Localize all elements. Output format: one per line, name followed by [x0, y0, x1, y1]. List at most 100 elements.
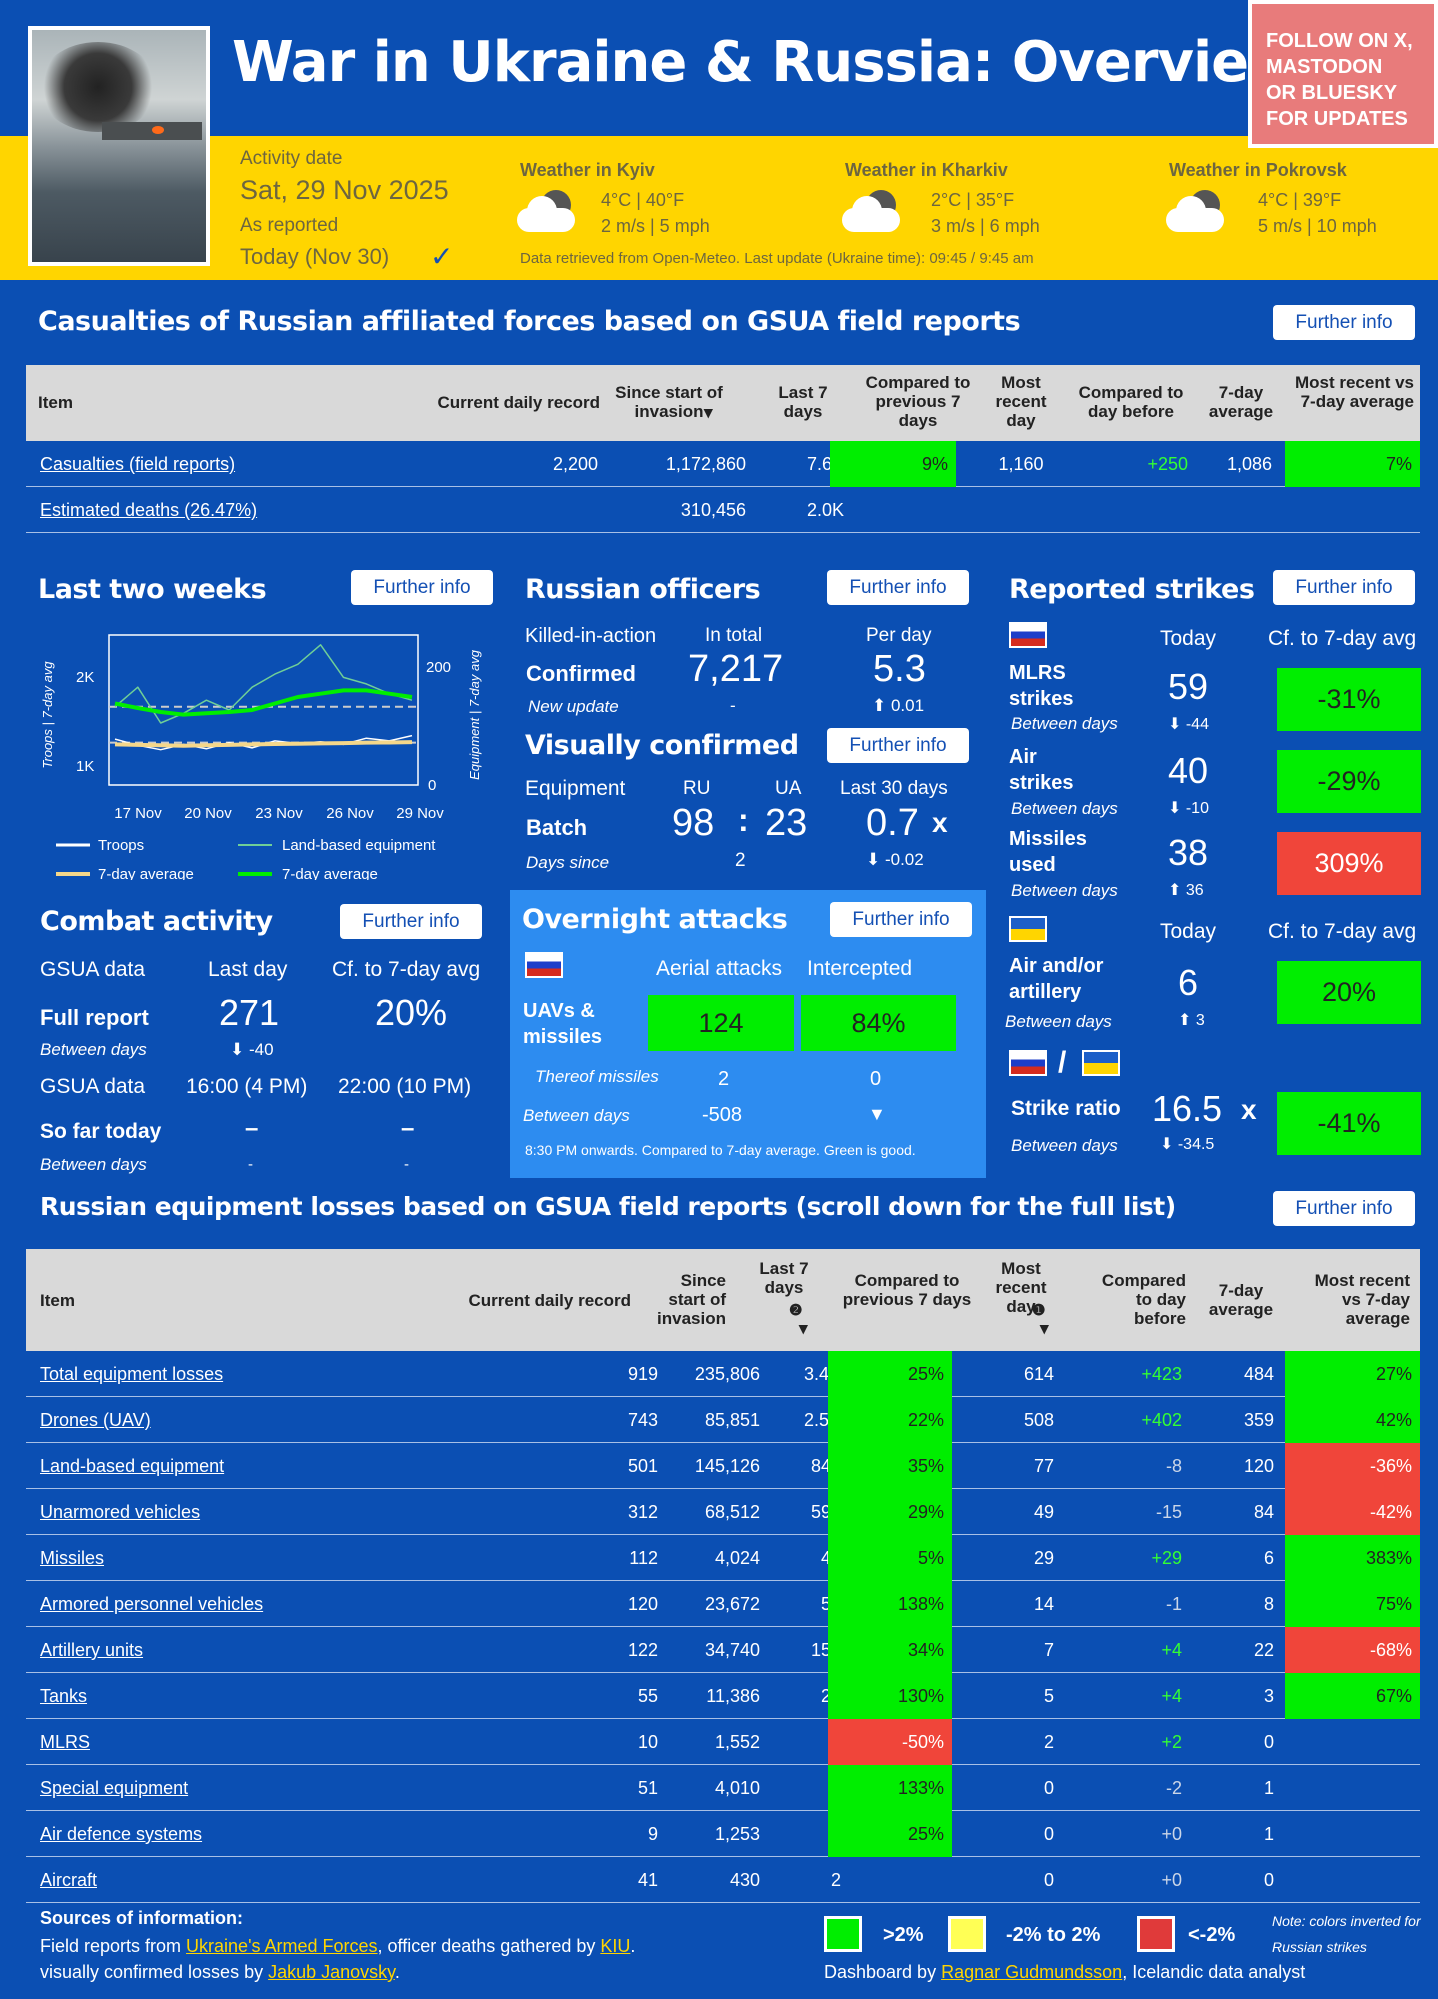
- row-link[interactable]: MLRS: [40, 1732, 91, 1752]
- x-tick: 26 Nov: [326, 805, 374, 822]
- row-link[interactable]: Air defence systems: [40, 1824, 203, 1844]
- between-days-label: Between days: [1011, 799, 1118, 818]
- cell-since: 23,672: [704, 1594, 760, 1614]
- strike-delta: ⬆ 36: [1168, 882, 1204, 899]
- table-row: Artillery units 122 34,740 155 34% 7 +4 22 -68%: [26, 1627, 1420, 1673]
- cell-recent: 7: [1043, 1640, 1054, 1660]
- cell-record: 9: [647, 1824, 658, 1844]
- cell-since: 68,512: [704, 1502, 760, 1522]
- sort-desc-icon[interactable]: ▾: [799, 1319, 808, 1338]
- cell-record: 919: [627, 1364, 658, 1384]
- col-last7: Last 7 days: [759, 1259, 809, 1297]
- x-tick: 23 Nov: [255, 805, 303, 822]
- row-link[interactable]: Drones (UAV): [40, 1410, 151, 1430]
- ua-count: 23: [765, 802, 808, 844]
- cell-cmp7: 130%: [828, 1673, 952, 1719]
- further-info-button[interactable]: Further info: [1273, 570, 1415, 605]
- days-since-label: Days since: [526, 853, 610, 872]
- cell-cmpday: +0: [1161, 1870, 1182, 1890]
- russia-flag-icon: [1009, 1050, 1047, 1076]
- further-info-button[interactable]: Further info: [1273, 305, 1415, 340]
- row-link[interactable]: Estimated deaths (26.47%): [40, 500, 258, 520]
- legend-label: Troops: [98, 837, 144, 854]
- row-link[interactable]: Land-based equipment: [40, 1456, 225, 1476]
- casualties-table-header: Item Current daily record Since start of…: [26, 365, 1420, 441]
- follow-banner[interactable]: FOLLOW ON X, MASTODON OR BLUESKY FOR UPD…: [1248, 0, 1438, 148]
- cell-record: 743: [627, 1410, 658, 1430]
- row-link[interactable]: Tanks: [40, 1686, 88, 1706]
- sort-desc-icon[interactable]: ▾: [704, 403, 713, 422]
- sources-line-2: visually confirmed losses by Jakub Janov…: [40, 1962, 400, 1983]
- cell-recent: 1,160: [998, 454, 1044, 474]
- cell-recent: 77: [1033, 1456, 1054, 1476]
- cell-last7: 2: [830, 1870, 841, 1890]
- strike-ratio: 16.5: [1152, 1088, 1223, 1129]
- table-row: Aircraft 41 430 2 0 +0 0: [26, 1857, 1420, 1903]
- cell-vsavg: 42%: [1285, 1397, 1420, 1443]
- weather-kyiv-temp: 4°C | 40°F: [601, 190, 685, 210]
- cell-cmp7: 5%: [828, 1535, 952, 1581]
- further-info-button[interactable]: Further info: [351, 570, 493, 605]
- cell-cmp7: 35%: [828, 1443, 952, 1489]
- col-record: Current daily record: [437, 393, 601, 412]
- cell-cmpday: +250: [1147, 454, 1188, 474]
- x-tick: 17 Nov: [114, 805, 162, 822]
- row-link[interactable]: Armored personnel vehicles: [40, 1594, 264, 1614]
- row-link[interactable]: Special equipment: [40, 1778, 189, 1798]
- row-link[interactable]: Missiles: [40, 1548, 105, 1568]
- down-arrow-icon: ▼: [868, 1104, 886, 1124]
- credit-text: , Icelandic data analyst: [1122, 1962, 1306, 1982]
- further-info-button[interactable]: Further info: [1273, 1191, 1415, 1226]
- follow-line: OR BLUESKY: [1266, 82, 1398, 104]
- table-row: Drones (UAV) 743 85,851 2.5K 22% 508 +402 359 42…: [26, 1397, 1420, 1443]
- info-1-icon[interactable]: ❶: [1032, 1302, 1046, 1319]
- row-link[interactable]: Total equipment losses: [40, 1364, 224, 1384]
- table-row: Total equipment losses 919 235,806 3.4K 25% 6…: [26, 1351, 1420, 1397]
- row-link[interactable]: Unarmored vehicles: [40, 1502, 201, 1522]
- further-info-button[interactable]: Further info: [827, 570, 969, 605]
- strike-ratio-label: Strike ratio: [1011, 1097, 1121, 1120]
- in-total-label: In total: [705, 625, 763, 646]
- further-info-button[interactable]: Further info: [830, 902, 972, 937]
- sources-text: Field reports from: [40, 1936, 187, 1956]
- cell-recent: 0: [1043, 1870, 1054, 1890]
- ukraine-flag-icon: [1082, 1050, 1120, 1076]
- between-cf: -: [404, 1156, 409, 1173]
- table-row: Land-based equipment 501 145,126 840 35% 77 -8…: [26, 1443, 1420, 1489]
- row-link[interactable]: Aircraft: [40, 1870, 98, 1890]
- cell-record: 55: [637, 1686, 658, 1706]
- today-label: Today: [1160, 627, 1217, 650]
- cell-since: 11,386: [706, 1686, 760, 1706]
- cell-cmp7: 34%: [828, 1627, 952, 1673]
- info-2-icon[interactable]: ❷: [789, 1302, 803, 1319]
- cell-cmp7: 22%: [828, 1397, 952, 1443]
- cell-vsavg: -36%: [1285, 1443, 1420, 1489]
- between-days-label: Between days: [40, 1040, 147, 1059]
- weather-kharkiv-temp: 2°C | 35°F: [931, 190, 1015, 210]
- time-1: 16:00 (4 PM): [186, 1075, 308, 1098]
- cell-vsavg: 27%: [1285, 1351, 1420, 1397]
- author-link[interactable]: Ragnar Gudmundsson: [941, 1962, 1123, 1982]
- cell-vsavg: -68%: [1285, 1627, 1420, 1673]
- time-2: 22:00 (10 PM): [338, 1075, 472, 1098]
- cell-vsavg: -42%: [1285, 1489, 1420, 1535]
- sort-desc-icon[interactable]: ▾: [1040, 1319, 1049, 1338]
- follow-line: FOLLOW ON X,: [1266, 30, 1413, 52]
- intercepted-label: Intercepted: [807, 957, 913, 980]
- col-vsavg: Most recent vs 7-day average: [1314, 1271, 1410, 1328]
- col-since[interactable]: Since start of invasion: [615, 383, 723, 421]
- janovsky-link[interactable]: Jakub Janovsky: [268, 1962, 395, 1982]
- cell-cmp7: 133%: [828, 1765, 952, 1811]
- cell-avg7: 8: [1263, 1594, 1274, 1614]
- cf-label: Cf. to 7-day avg: [332, 958, 481, 981]
- further-info-button[interactable]: Further info: [340, 904, 482, 939]
- row-link[interactable]: Casualties (field reports): [40, 454, 236, 474]
- kiu-link[interactable]: KIU: [600, 1936, 631, 1956]
- legend-label: Land-based equipment: [282, 837, 436, 854]
- cell-avg7: 484: [1243, 1364, 1274, 1384]
- armed-forces-link[interactable]: Ukraine's Armed Forces: [186, 1936, 378, 1956]
- weather-kharkiv-title: Weather in Kharkiv: [845, 160, 1008, 180]
- equipment-label: Equipment: [525, 777, 626, 800]
- row-link[interactable]: Artillery units: [40, 1640, 144, 1660]
- further-info-button[interactable]: Further info: [827, 728, 969, 763]
